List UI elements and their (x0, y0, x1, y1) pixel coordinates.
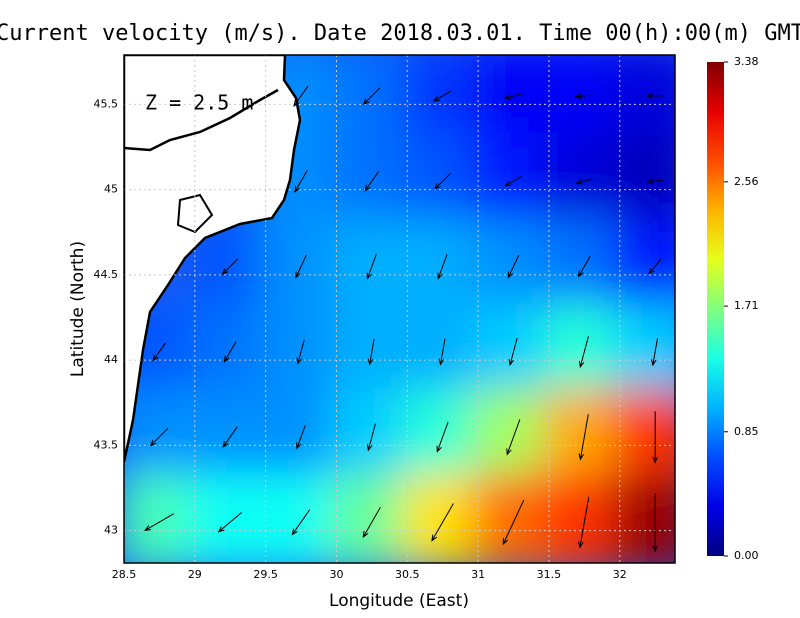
y-tick-label: 44 (104, 353, 118, 366)
speed-cell (124, 388, 201, 486)
speed-cell (472, 55, 555, 145)
x-tick-label: 31 (471, 568, 485, 581)
velocity-arrow (222, 426, 238, 448)
speed-cell (613, 473, 675, 563)
x-tick-label: 31.5 (537, 568, 562, 581)
y-tick-label: 44.5 (94, 268, 119, 281)
speed-cell (613, 55, 675, 145)
y-tick-label: 45.5 (94, 97, 119, 110)
velocity-arrow (367, 338, 375, 366)
velocity-arrow (436, 421, 449, 453)
velocity-arrow (296, 339, 305, 365)
speed-cell (542, 55, 626, 145)
velocity-arrow (578, 414, 589, 461)
velocity-arrow (431, 503, 454, 542)
velocity-arrow (364, 171, 379, 192)
velocity-arrow (577, 256, 591, 278)
plot-frame (123, 54, 676, 564)
velocity-arrow (295, 255, 307, 279)
velocity-arrow (650, 338, 659, 367)
speed-cell (330, 55, 414, 145)
velocity-arrow (296, 425, 306, 450)
velocity-arrow (362, 87, 381, 106)
velocity-arrow (362, 506, 381, 539)
velocity-arrow (652, 492, 658, 553)
x-tick-label: 32 (613, 568, 627, 581)
x-tick-label: 29.5 (253, 568, 278, 581)
velocity-arrow (646, 178, 663, 185)
speed-cell (613, 132, 675, 230)
velocity-arrow (645, 93, 664, 99)
velocity-arrow (217, 511, 243, 533)
y-tick-label: 43 (104, 524, 118, 537)
x-tick-label: 28.5 (112, 568, 137, 581)
speed-cell (401, 473, 485, 563)
velocity-arrow (149, 427, 169, 447)
colorbar-tick-label: 2.56 (734, 175, 759, 188)
velocity-arrow (432, 90, 452, 102)
coastline (176, 193, 214, 234)
velocity-arrow (652, 411, 658, 464)
velocity-arrow (574, 93, 594, 100)
speed-cell (330, 473, 414, 563)
colorbar-tick-label: 3.38 (734, 55, 759, 68)
velocity-arrow (221, 258, 239, 275)
arrows (144, 85, 664, 553)
speed-cell (613, 388, 675, 486)
velocity-arrow (648, 258, 662, 275)
velocity-arrow (438, 338, 446, 366)
chart-title: Current velocity (m/s). Date 2018.03.01.… (0, 21, 800, 46)
velocity-arrow (578, 496, 590, 549)
velocity-arrow (291, 509, 311, 536)
velocity-arrow (502, 499, 525, 546)
x-tick-label: 29 (188, 568, 202, 581)
x-tick-label: 30 (329, 568, 343, 581)
y-axis-label: Latitude (North) (68, 241, 88, 377)
x-tick-label: 30.5 (395, 568, 420, 581)
colorbar-tick-label: 0.00 (734, 549, 759, 562)
y-tick-label: 43.5 (94, 438, 119, 451)
speed-cell (472, 473, 555, 563)
velocity-arrow (366, 253, 377, 280)
velocity-arrow (575, 178, 593, 185)
velocity-arrow (144, 513, 174, 531)
grid (123, 55, 675, 563)
velocity-arrow (504, 175, 523, 187)
coastline (124, 55, 302, 463)
velocity-arrow (578, 336, 589, 369)
speed-cell (613, 303, 675, 401)
x-axis-label: Longitude (East) (329, 591, 469, 611)
depth-annotation: Z = 2.5 m (145, 91, 253, 115)
velocity-arrow (434, 173, 451, 190)
speed-cell (401, 55, 485, 145)
velocity-arrow (293, 85, 309, 108)
velocity-arrow (508, 338, 518, 367)
velocity-arrow (437, 253, 448, 280)
velocity-arrow (152, 342, 167, 362)
velocity-arrow (367, 423, 376, 452)
colorbar (707, 62, 724, 556)
colorbar-tick-label: 1.71 (734, 299, 759, 312)
y-tick-label: 45 (104, 183, 118, 196)
coastline (124, 88, 279, 152)
velocity-arrow (503, 93, 523, 100)
velocity-arrow (507, 255, 520, 279)
land (124, 55, 302, 463)
speed-cell (259, 473, 343, 563)
speed-cell (613, 217, 675, 315)
speed-cell (188, 473, 272, 563)
velocity-arrow (506, 419, 521, 456)
speed-cell (124, 473, 201, 563)
colorbar-tick-label: 0.85 (734, 425, 759, 438)
speed-cell (542, 473, 626, 563)
velocity-arrow (294, 170, 308, 193)
velocity-arrow (223, 341, 237, 363)
